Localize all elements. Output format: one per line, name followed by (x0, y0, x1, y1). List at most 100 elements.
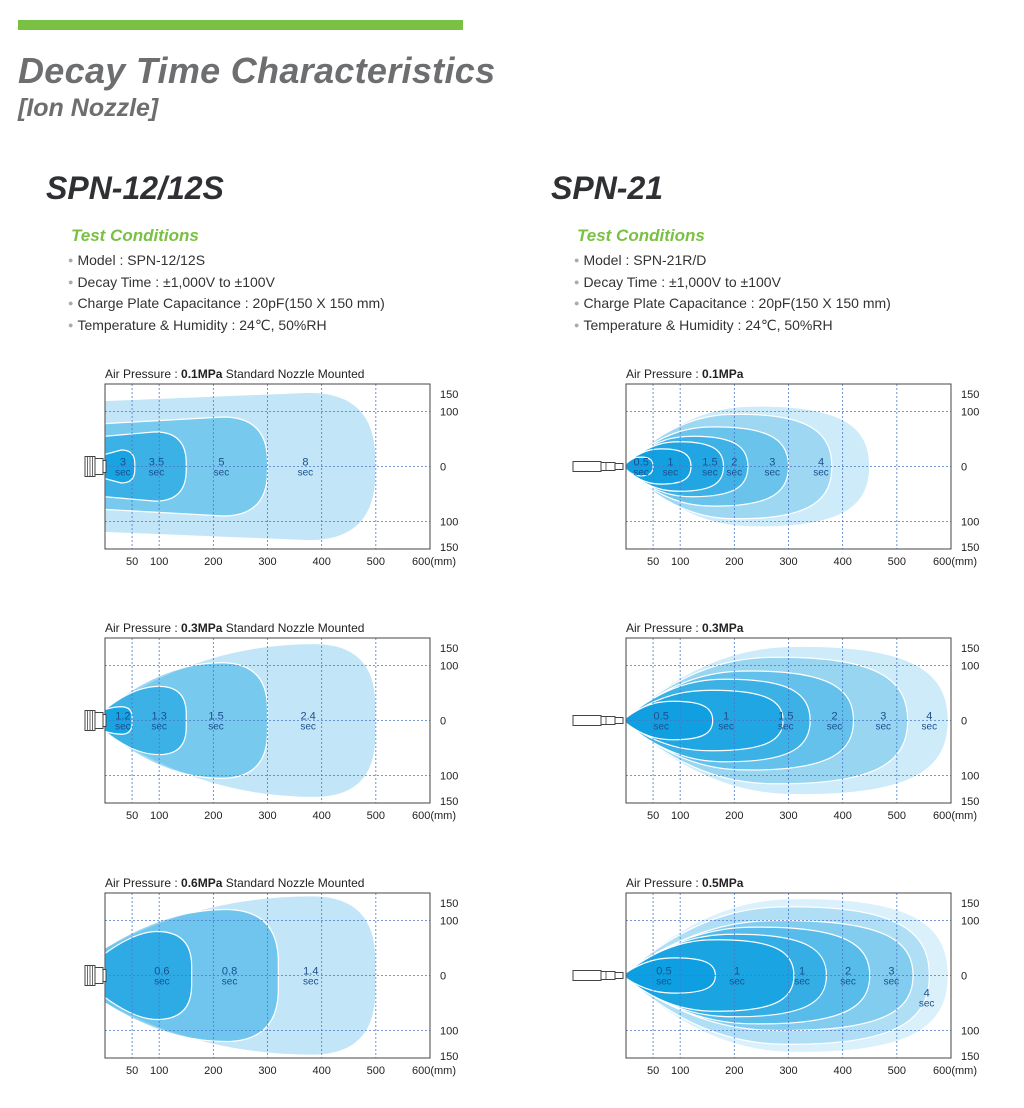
y-tick-label: 150 (440, 643, 458, 655)
region-label: 4 (924, 988, 930, 1000)
x-end-label: 600(mm) (933, 1065, 977, 1077)
x-tick-label: 500 (888, 1065, 906, 1077)
chart-panel: Air Pressure : 0.3MPa Standard Nozzle Mo… (84, 621, 458, 822)
bullet-icon: ● (68, 298, 74, 308)
decay-region (105, 930, 193, 1021)
region-unit-label: sec (222, 977, 238, 988)
x-tick-label: 300 (779, 1065, 797, 1077)
chart-frame (625, 383, 952, 550)
region-unit-label: sec (633, 468, 649, 479)
region-unit-label: sec (115, 468, 131, 479)
decay-region (626, 700, 714, 741)
y-tick-label: 100 (961, 407, 979, 419)
page-title: Decay Time Characteristics (18, 50, 496, 91)
region-label: 8 (302, 457, 308, 469)
y-tick-label: 100 (961, 916, 979, 928)
region-label: 1.3 (152, 711, 167, 723)
bullet-icon: ● (574, 319, 580, 330)
x-tick-label: 50 (126, 810, 138, 822)
region-unit-label: sec (840, 977, 856, 988)
condition-item: ● Temperature & Humidity : 24℃, 50%RH (574, 316, 833, 333)
x-tick-label: 400 (312, 1065, 330, 1077)
bullet-icon: ● (574, 255, 580, 265)
region-unit-label: sec (115, 722, 131, 733)
x-tick-label: 400 (833, 1065, 851, 1077)
region-label: 1.4 (303, 966, 318, 978)
x-end-label: 600(mm) (933, 810, 977, 822)
region-group (626, 405, 871, 528)
condition-item: ● Model : SPN-12/12S (68, 252, 206, 268)
region-unit-label: sec (718, 722, 734, 733)
region-unit-label: sec (303, 977, 319, 988)
chart-title: Air Pressure : 0.5MPa (626, 876, 744, 890)
y-tick-label: 100 (440, 517, 458, 529)
x-tick-label: 50 (647, 1065, 659, 1077)
x-tick-label: 400 (833, 556, 851, 568)
chart-title: Air Pressure : 0.6MPa Standard Nozzle Mo… (105, 876, 364, 890)
region-label: 0.5 (654, 711, 669, 723)
x-tick-label: 500 (888, 810, 906, 822)
region-label: 2 (845, 966, 851, 978)
y-tick-label: 150 (961, 796, 979, 808)
chart-panel: Air Pressure : 0.6MPa Standard Nozzle Mo… (84, 876, 458, 1077)
grid (626, 893, 951, 1058)
region-label: 4 (926, 711, 932, 723)
y-tick-label: 100 (961, 661, 979, 673)
region-unit-label: sec (702, 468, 718, 479)
nozzle-icon (84, 710, 107, 731)
chart-title: Air Pressure : 0.1MPa Standard Nozzle Mo… (105, 367, 364, 381)
chart-title: Air Pressure : 0.3MPa (626, 621, 744, 635)
x-tick-label: 500 (367, 556, 385, 568)
x-tick-label: 300 (779, 556, 797, 568)
region-unit-label: sec (727, 468, 743, 479)
model-title-left: SPN-12/12S (46, 170, 224, 206)
chart-title: Air Pressure : 0.1MPa (626, 367, 744, 381)
y-tick-label: 150 (440, 898, 458, 910)
bullet-icon: ● (68, 276, 74, 287)
x-tick-label: 500 (367, 810, 385, 822)
x-tick-label: 50 (126, 1065, 138, 1077)
region-label: 1.5 (778, 711, 793, 723)
y-tick-label: 100 (440, 661, 458, 673)
x-tick-label: 200 (204, 1065, 222, 1077)
chart-panel: Air Pressure : 0.1MPa Standard Nozzle Mo… (84, 367, 458, 568)
decay-region (105, 449, 136, 484)
y-tick-label: 150 (961, 389, 979, 401)
grid (105, 893, 430, 1058)
y-tick-label: 0 (440, 462, 446, 474)
region-unit-label: sec (922, 722, 938, 733)
region-label: 1 (799, 966, 805, 978)
region-label: 0.5 (634, 457, 649, 469)
y-tick-label: 150 (961, 542, 979, 554)
y-tick-label: 150 (961, 1051, 979, 1063)
x-tick-label: 300 (258, 556, 276, 568)
region-unit-label: sec (919, 999, 935, 1010)
region-label: 4 (818, 457, 824, 469)
y-tick-label: 100 (961, 1026, 979, 1038)
x-end-label: 600(mm) (933, 556, 977, 568)
nozzle-icon (572, 461, 624, 472)
region-label: 0.6 (154, 966, 169, 978)
y-tick-label: 150 (440, 389, 458, 401)
y-tick-label: 100 (961, 517, 979, 529)
x-tick-label: 100 (671, 1065, 689, 1077)
chart-frame (625, 637, 952, 804)
region-label: 3 (888, 966, 894, 978)
region-label: 3 (769, 457, 775, 469)
test-conditions-title-left: Test Conditions (71, 226, 199, 245)
region-label: 1 (667, 457, 673, 469)
region-unit-label: sec (813, 468, 829, 479)
bullet-icon: ● (68, 319, 74, 330)
chart-panel: Air Pressure : 0.1MPa4sec3sec2sec1.5sec1… (572, 367, 979, 568)
region-unit-label: sec (154, 977, 170, 988)
x-tick-label: 100 (671, 556, 689, 568)
y-tick-label: 0 (440, 971, 446, 983)
nozzle-icon (572, 970, 624, 981)
region-label: 3 (120, 457, 126, 469)
grid (105, 638, 430, 803)
x-tick-label: 300 (258, 810, 276, 822)
x-tick-label: 300 (258, 1065, 276, 1077)
region-unit-label: sec (300, 722, 316, 733)
page-subtitle: [Ion Nozzle] (18, 94, 159, 122)
